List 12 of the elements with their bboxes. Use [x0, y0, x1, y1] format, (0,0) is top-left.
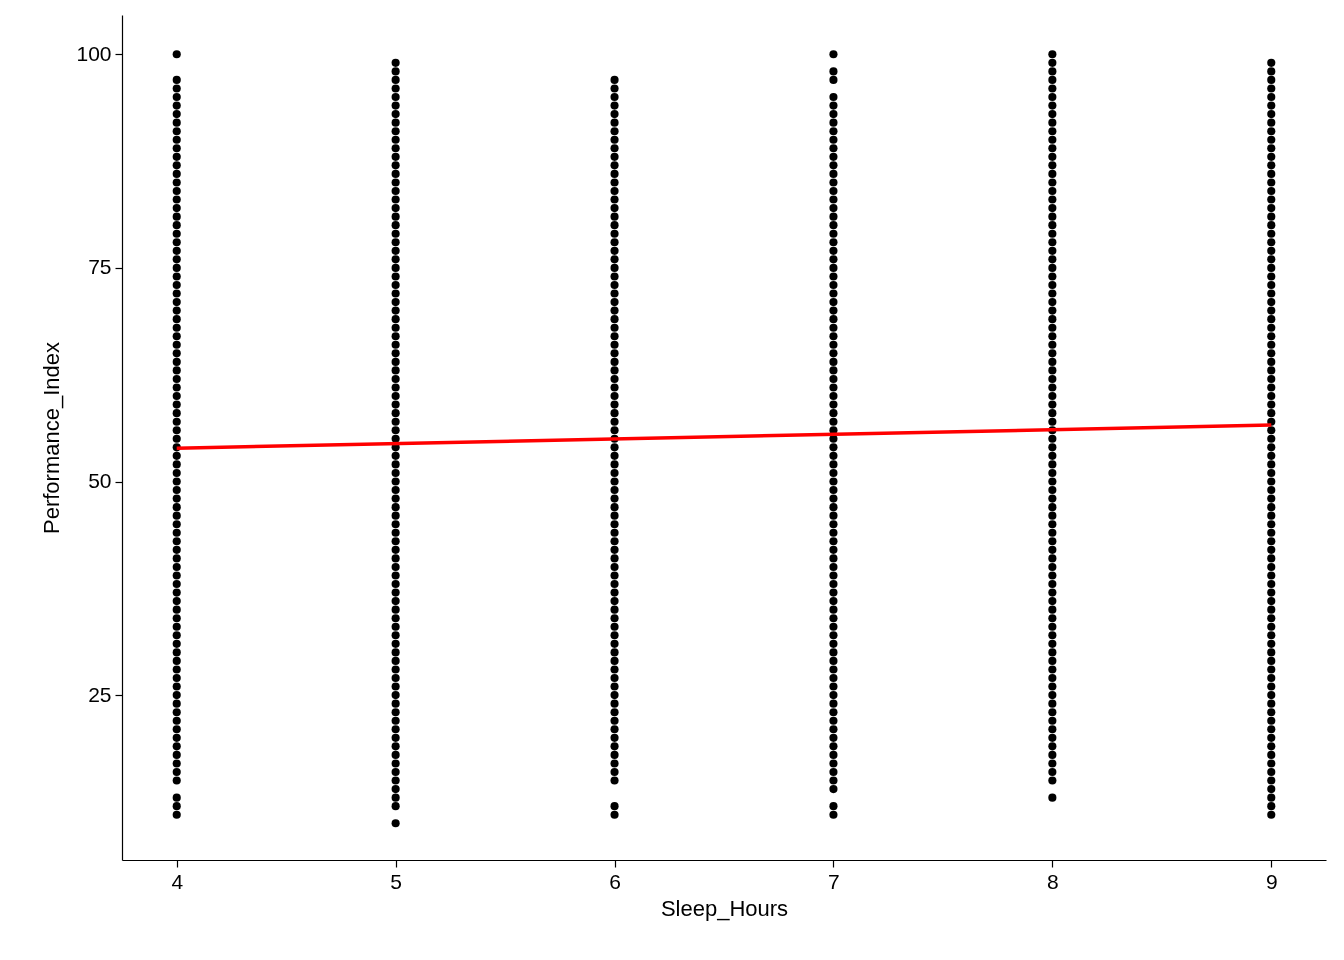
- x-tick-label: 9: [1265, 869, 1278, 893]
- x-tick-label: 8: [1047, 869, 1059, 893]
- x-tick-label: 4: [171, 869, 184, 893]
- y-tick-label: 50: [88, 469, 112, 492]
- x-tick-label: 7: [828, 869, 840, 893]
- x-tick-label: 5: [390, 869, 402, 893]
- x-axis-title: Sleep_Hours: [660, 895, 789, 921]
- y-axis-title: Performance_Index: [39, 342, 65, 534]
- x-tick-label: 6: [609, 869, 621, 893]
- y-tick-label: 100: [76, 41, 112, 65]
- y-tick-label: 75: [88, 255, 112, 279]
- y-tick-label: 25: [88, 682, 112, 706]
